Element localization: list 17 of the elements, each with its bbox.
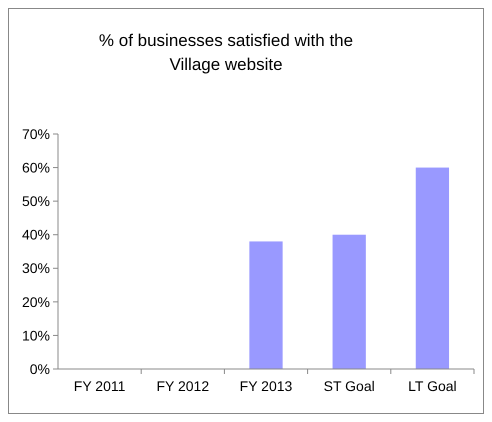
x-tick-label: FY 2013: [240, 378, 293, 394]
y-tick-label: 0%: [30, 360, 50, 377]
y-tick-label: 60%: [22, 159, 50, 176]
y-tick-label: 20%: [22, 294, 50, 310]
x-tick-label: FY 2012: [156, 378, 210, 394]
x-tick-label: FY 2011: [74, 378, 126, 394]
x-tick-label: ST Goal: [324, 378, 375, 394]
chart-title: % of businesses satisfied with the Village website: [98, 31, 354, 74]
y-tick-label: 10%: [22, 327, 50, 344]
bar: [416, 168, 450, 369]
bar: [249, 241, 283, 369]
bar: [332, 234, 366, 369]
x-tick-label: LT Goal: [408, 378, 457, 394]
y-tick-label: 70%: [22, 126, 50, 142]
y-tick-label: 30%: [22, 260, 50, 276]
y-tick-label: 50%: [22, 193, 50, 210]
y-tick-label: 40%: [22, 226, 50, 243]
